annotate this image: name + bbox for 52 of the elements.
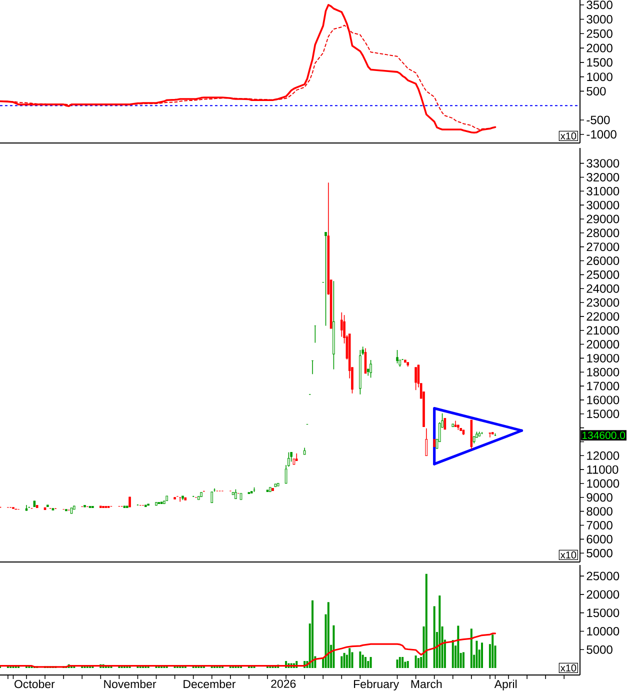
y-tick-label: 9000 — [586, 493, 612, 502]
x-tick-label: 2026 — [271, 680, 296, 688]
y-tick-label: 2500 — [586, 29, 612, 38]
y-tick-label: 20000 — [586, 590, 620, 599]
y-tick-label: 3500 — [586, 0, 612, 10]
x-tick-label: December — [184, 680, 236, 688]
y-tick-label: -500 — [586, 116, 610, 124]
y-tick-label: 16000 — [587, 396, 620, 404]
y-tick-label: 29000 — [586, 214, 620, 224]
y-tick-label: 10000 — [587, 479, 620, 488]
y-tick-label: 12000 — [587, 451, 620, 460]
y-tick-label: 26000 — [586, 256, 620, 266]
y-tick-label: 31000 — [586, 186, 620, 196]
y-tick-label: 24000 — [586, 284, 620, 293]
annotation: x10 — [560, 132, 576, 140]
y-tick-label: 1000 — [587, 72, 612, 82]
y-tick-label: 11000 — [587, 465, 618, 474]
x-tick-label: April — [494, 680, 517, 690]
y-tick-label: 25000 — [586, 270, 620, 279]
y-tick-label: 10000 — [587, 626, 620, 636]
y-tick-label: 5000 — [586, 548, 612, 558]
y-tick-label: -1000 — [586, 130, 616, 139]
annotation: x10 — [560, 664, 576, 672]
y-tick-label: 27000 — [586, 242, 620, 252]
y-tick-label: 5000 — [586, 645, 612, 654]
x-tick-label: October — [14, 680, 55, 688]
y-tick-label: 15000 — [587, 608, 620, 618]
y-tick-label: 18000 — [587, 368, 620, 376]
x-tick-label: February — [354, 680, 400, 690]
text: 134600.0 — [582, 432, 626, 440]
y-tick-label: 30000 — [586, 200, 620, 210]
y-tick-label: 7000 — [586, 521, 612, 530]
y-tick-label: 19000 — [587, 354, 620, 362]
x-tick-label: March — [411, 680, 442, 688]
y-tick-label: 25000 — [586, 572, 620, 580]
y-tick-label: 1500 — [587, 58, 612, 67]
y-tick-label: 33000 — [586, 159, 620, 168]
y-tick-label: 23000 — [586, 298, 620, 307]
y-tick-label: 8000 — [586, 507, 612, 516]
y-tick-label: 15000 — [587, 410, 620, 418]
annotation: x10 — [560, 551, 576, 558]
y-tick-label: 21000 — [586, 326, 620, 335]
y-tick-label: 500 — [586, 86, 606, 96]
y-tick-label: 2000 — [586, 44, 612, 52]
y-tick-label: 6000 — [586, 534, 612, 544]
y-tick-label: 20000 — [586, 340, 620, 349]
y-tick-label: 22000 — [586, 312, 620, 321]
x-tick-label: November — [104, 680, 156, 688]
y-tick-label: 3000 — [586, 15, 612, 24]
y-tick-label: 32000 — [586, 172, 620, 182]
y-tick-label: 17000 — [587, 382, 620, 390]
y-tick-label: 28000 — [586, 228, 620, 238]
